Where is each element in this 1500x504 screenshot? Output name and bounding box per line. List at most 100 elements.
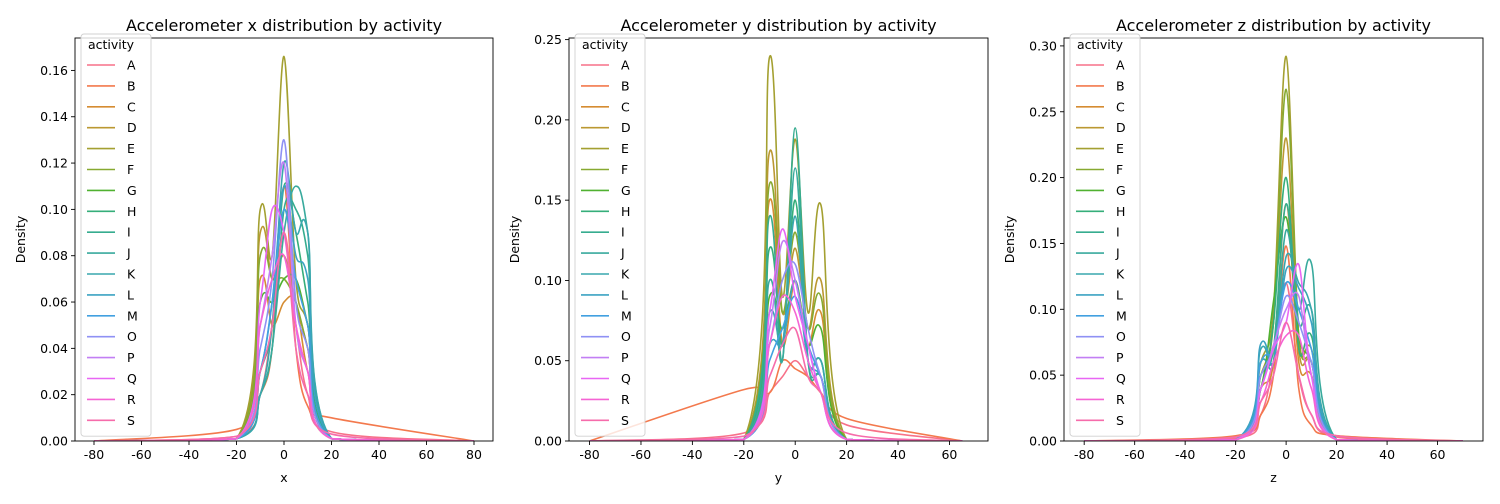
x-tick-label: -80: [579, 447, 599, 462]
series-line-O: [93, 139, 475, 441]
y-tick-label: 0.16: [40, 63, 68, 78]
series-line-D: [1084, 137, 1463, 441]
x-tick-label: -20: [1225, 447, 1245, 462]
x-tick-label: 20: [839, 447, 855, 462]
legend-entry-G: G: [621, 183, 631, 198]
x-tick-label: 40: [371, 447, 387, 462]
legend-entry-O: O: [1116, 329, 1126, 344]
x-tick-label: -80: [84, 447, 104, 462]
y-tick-label: 0.15: [534, 193, 562, 208]
legend-entry-S: S: [621, 413, 629, 428]
legend-entry-P: P: [621, 350, 629, 365]
legend-entry-J: J: [126, 246, 131, 261]
legend-entry-O: O: [127, 329, 137, 344]
y-tick-label: 0.05: [534, 353, 562, 368]
legend-entry-S: S: [1116, 413, 1124, 428]
legend-entry-R: R: [621, 392, 630, 407]
y-axis-label: Density: [13, 215, 28, 263]
x-axis-label: y: [775, 470, 783, 485]
x-tick-label: 60: [941, 447, 957, 462]
x-tick-label: -20: [734, 447, 754, 462]
legend-entry-B: B: [621, 78, 630, 93]
y-tick-label: 0.04: [40, 341, 68, 356]
y-tick-label: 0.14: [40, 109, 68, 124]
legend-entry-H: H: [127, 204, 136, 219]
legend-entry-D: D: [621, 120, 631, 135]
legend-entry-L: L: [621, 287, 628, 302]
legend-entry-K: K: [621, 267, 630, 282]
legend-entry-B: B: [1116, 78, 1125, 93]
series-line-D: [589, 149, 963, 441]
series-line-R: [589, 294, 963, 441]
chart-title: Accelerometer y distribution by activity: [620, 16, 936, 35]
x-tick-label: -60: [631, 447, 651, 462]
x-tick-label: 0: [791, 447, 799, 462]
legend-entry-E: E: [1116, 141, 1124, 156]
x-axis-label: x: [280, 470, 287, 485]
x-tick-label: -20: [226, 447, 246, 462]
legend-entry-F: F: [1116, 162, 1123, 177]
series-line-S: [1084, 321, 1463, 441]
legend-entry-G: G: [1116, 183, 1126, 198]
series-line-E: [1084, 55, 1463, 441]
series-line-S: [589, 326, 963, 441]
legend-entry-J: J: [620, 246, 625, 261]
legend-entry-B: B: [127, 78, 136, 93]
x-tick-label: -40: [682, 447, 702, 462]
x-tick-label: 80: [466, 447, 482, 462]
y-tick-label: 0.20: [1029, 170, 1057, 185]
legend-entry-E: E: [621, 141, 629, 156]
legend-entry-M: M: [127, 308, 138, 323]
legend-entry-I: I: [127, 225, 131, 240]
legend-entry-L: L: [127, 287, 134, 302]
x-tick-label: 20: [1329, 447, 1345, 462]
axes-frame: [568, 37, 989, 442]
legend-entry-S: S: [127, 413, 135, 428]
y-axis-label: Density: [507, 215, 522, 263]
y-tick-label: 0.00: [40, 434, 68, 449]
legend-entry-A: A: [621, 58, 630, 73]
x-tick-label: 40: [1379, 447, 1395, 462]
legend-title: activity: [582, 37, 629, 52]
series-line-Q: [589, 228, 963, 441]
series-line-R: [1084, 329, 1463, 441]
legend-entry-D: D: [127, 120, 137, 135]
series-group: [589, 54, 963, 441]
series-line-J: [1084, 229, 1463, 441]
x-tick-label: -60: [1124, 447, 1144, 462]
x-tick-label: 40: [890, 447, 906, 462]
legend-entry-C: C: [1116, 99, 1125, 114]
y-tick-label: 0.30: [1029, 38, 1057, 53]
legend-entry-R: R: [1116, 392, 1125, 407]
series-line-B: [589, 359, 963, 441]
y-tick-label: 0.06: [40, 295, 68, 310]
legend-entry-Q: Q: [1116, 371, 1126, 386]
y-tick-label: 0.10: [1029, 302, 1057, 317]
y-tick-label: 0.15: [1029, 236, 1057, 251]
series-line-A: [589, 359, 963, 441]
legend-entry-Q: Q: [127, 371, 137, 386]
chart-title: Accelerometer z distribution by activity: [1116, 16, 1431, 35]
x-tick-label: 20: [324, 447, 340, 462]
series-line-S: [93, 231, 475, 441]
x-tick-label: -40: [179, 447, 199, 462]
x-tick-label: 60: [419, 447, 435, 462]
legend-entry-D: D: [1116, 120, 1126, 135]
legend-entry-Q: Q: [621, 371, 631, 386]
y-tick-label: 0.25: [1029, 104, 1057, 119]
y-tick-label: 0.20: [534, 112, 562, 127]
legend-entry-A: A: [1116, 58, 1125, 73]
y-tick-label: 0.10: [40, 202, 68, 217]
x-axis-label: z: [1270, 470, 1277, 485]
panel-1: -80 -60 -40 -20 0 20 40 60 80 0.00 0.02 0.04 0.06 0.0…: [13, 16, 494, 485]
legend-entry-I: I: [1116, 225, 1120, 240]
x-tick-label: 0: [1282, 447, 1290, 462]
series-line-K: [93, 160, 475, 441]
y-axis-label: Density: [1002, 215, 1017, 263]
y-tick-label: 0.25: [534, 32, 562, 47]
legend-entry-P: P: [1116, 350, 1124, 365]
series-line-F: [1084, 88, 1463, 441]
